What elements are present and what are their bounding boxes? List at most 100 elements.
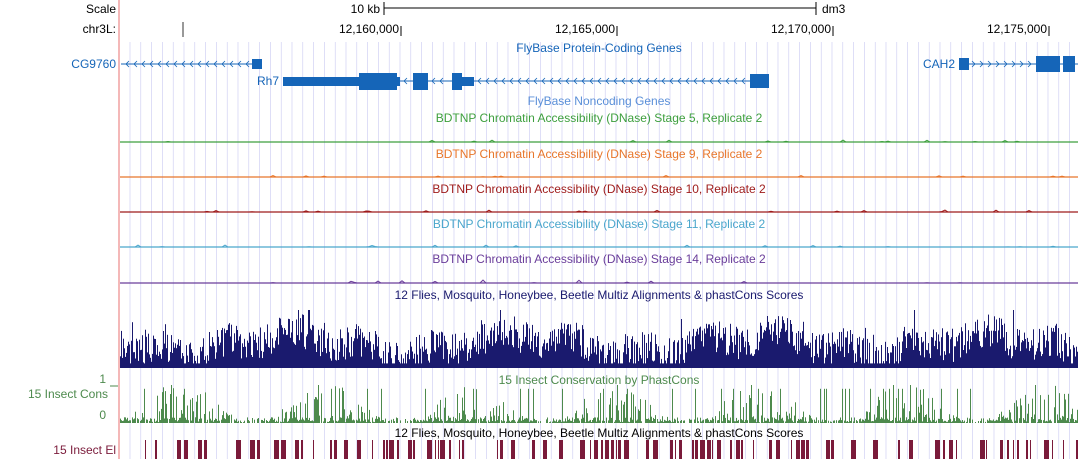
strand-arrow — [315, 77, 320, 85]
cons-side-label[interactable]: 15 Insect Cons — [28, 387, 108, 401]
cons-bar — [861, 421, 862, 423]
element-block — [736, 440, 740, 459]
cons-bar — [200, 394, 201, 423]
cons-bar — [210, 418, 211, 423]
multiz-bar — [457, 348, 458, 368]
multiz-bar — [786, 330, 787, 368]
strand-arrow — [477, 77, 482, 85]
multiz-bar — [663, 363, 664, 368]
strand-arrow — [677, 77, 682, 85]
strand-arrow — [221, 60, 226, 68]
multiz-bar — [844, 357, 845, 368]
multiz-bar — [199, 363, 200, 368]
multiz-bar — [161, 358, 162, 368]
strand-arrow — [613, 77, 618, 85]
multiz-bar — [628, 348, 629, 368]
multiz-bar — [1022, 340, 1023, 368]
cons-bar — [243, 422, 244, 423]
multiz-signal[interactable] — [120, 310, 1078, 368]
cons-bar — [578, 418, 579, 423]
multiz-bar — [592, 338, 593, 368]
cons-bar — [512, 420, 513, 423]
element-block — [281, 440, 286, 459]
dnase-track-title[interactable]: BDTNP Chromatin Accessibility (DNase) St… — [432, 252, 766, 266]
cons-bar — [823, 422, 824, 423]
multiz-bar — [297, 335, 298, 368]
cons-track-title[interactable]: 15 Insect Conservation by PhastCons — [499, 373, 700, 387]
cons-bar — [989, 418, 990, 423]
multiz-bar — [999, 317, 1000, 368]
conserved-elements[interactable] — [145, 440, 1078, 459]
cons-bar — [293, 405, 294, 423]
gene-label-cg9760[interactable]: CG9760 — [71, 57, 116, 71]
ruler-track[interactable]: Scale chr3L: 10 kb dm3 12,160,000 12,165… — [83, 2, 1050, 37]
cons-bar — [441, 419, 442, 423]
multiz-bar — [829, 342, 830, 368]
cons-bar — [444, 407, 445, 423]
multiz-bar — [749, 345, 750, 368]
cons-bar — [631, 392, 632, 423]
multiz-bar — [843, 328, 844, 368]
multiz-bar — [355, 329, 356, 368]
cons-bar — [645, 399, 646, 423]
multiz-bar — [577, 330, 578, 368]
cons-bar — [533, 388, 534, 423]
noncoding-genes-title[interactable]: FlyBase Noncoding Genes — [528, 94, 671, 108]
gene-cg9760[interactable] — [121, 59, 262, 69]
multiz-bar — [561, 322, 562, 368]
multiz-bar — [849, 344, 850, 368]
cons-bar — [893, 385, 894, 423]
cons-axis-min: 0 — [99, 408, 106, 422]
element-block — [675, 440, 676, 459]
cons-bar — [206, 422, 207, 423]
multiz-bar — [958, 335, 959, 368]
dnase-track-title[interactable]: BDTNP Chromatin Accessibility (DNase) St… — [433, 217, 766, 231]
cons-bar — [528, 388, 529, 423]
cons-bar — [307, 393, 308, 423]
multiz-bar — [936, 332, 937, 368]
cons-bar — [909, 411, 910, 423]
strand-arrow — [501, 77, 506, 85]
dnase-track-title[interactable]: BDTNP Chromatin Accessibility (DNase) St… — [436, 111, 763, 125]
multiz-bar — [295, 344, 296, 368]
multiz-bar — [681, 319, 682, 368]
gene-rh7[interactable] — [283, 73, 769, 90]
cons-bar — [834, 420, 835, 423]
cons-bar — [294, 412, 295, 423]
multiz-bar — [420, 348, 421, 368]
cons-bar — [949, 414, 950, 423]
multiz-bar — [134, 352, 135, 368]
multiz-bar — [429, 362, 430, 368]
multiz-track-title[interactable]: 12 Flies, Mosquito, Honeybee, Beetle Mul… — [395, 288, 804, 302]
elements-track-title[interactable]: 12 Flies, Mosquito, Honeybee, Beetle Mul… — [395, 426, 804, 440]
cons-bar — [261, 419, 262, 423]
cons-bar — [947, 421, 948, 423]
multiz-bar — [791, 324, 792, 368]
multiz-bar — [496, 341, 497, 368]
dnase-track-title[interactable]: BDTNP Chromatin Accessibility (DNase) St… — [436, 147, 763, 161]
coding-genes-track[interactable]: FlyBase Protein-Coding Genes CG9760 Rh7 … — [71, 41, 1078, 90]
strand-arrow — [485, 77, 490, 85]
gene-label-rh7[interactable]: Rh7 — [257, 74, 279, 88]
cons-bar — [788, 419, 789, 423]
elements-side-label[interactable]: 15 Insect El — [53, 443, 116, 457]
multiz-bar — [966, 353, 967, 368]
strand-arrow — [1027, 60, 1032, 68]
cons-bar — [934, 409, 935, 423]
cons-bar — [1070, 418, 1071, 423]
cons-bar — [501, 420, 502, 423]
multiz-bar — [308, 310, 309, 368]
strand-arrow — [149, 60, 154, 68]
multiz-bar — [269, 347, 270, 368]
cons-bar — [328, 422, 329, 423]
cons-bar — [289, 418, 290, 423]
gene-cah2[interactable] — [959, 56, 1078, 72]
multiz-bar — [807, 345, 808, 368]
dnase-track-title[interactable]: BDTNP Chromatin Accessibility (DNase) St… — [432, 182, 766, 196]
multiz-bar — [1058, 328, 1059, 368]
cons-signal[interactable] — [120, 385, 1078, 423]
cons-bar — [152, 421, 153, 423]
multiz-bar — [610, 346, 611, 368]
gene-label-cah2[interactable]: CAH2 — [923, 57, 955, 71]
multiz-bar — [357, 338, 358, 368]
